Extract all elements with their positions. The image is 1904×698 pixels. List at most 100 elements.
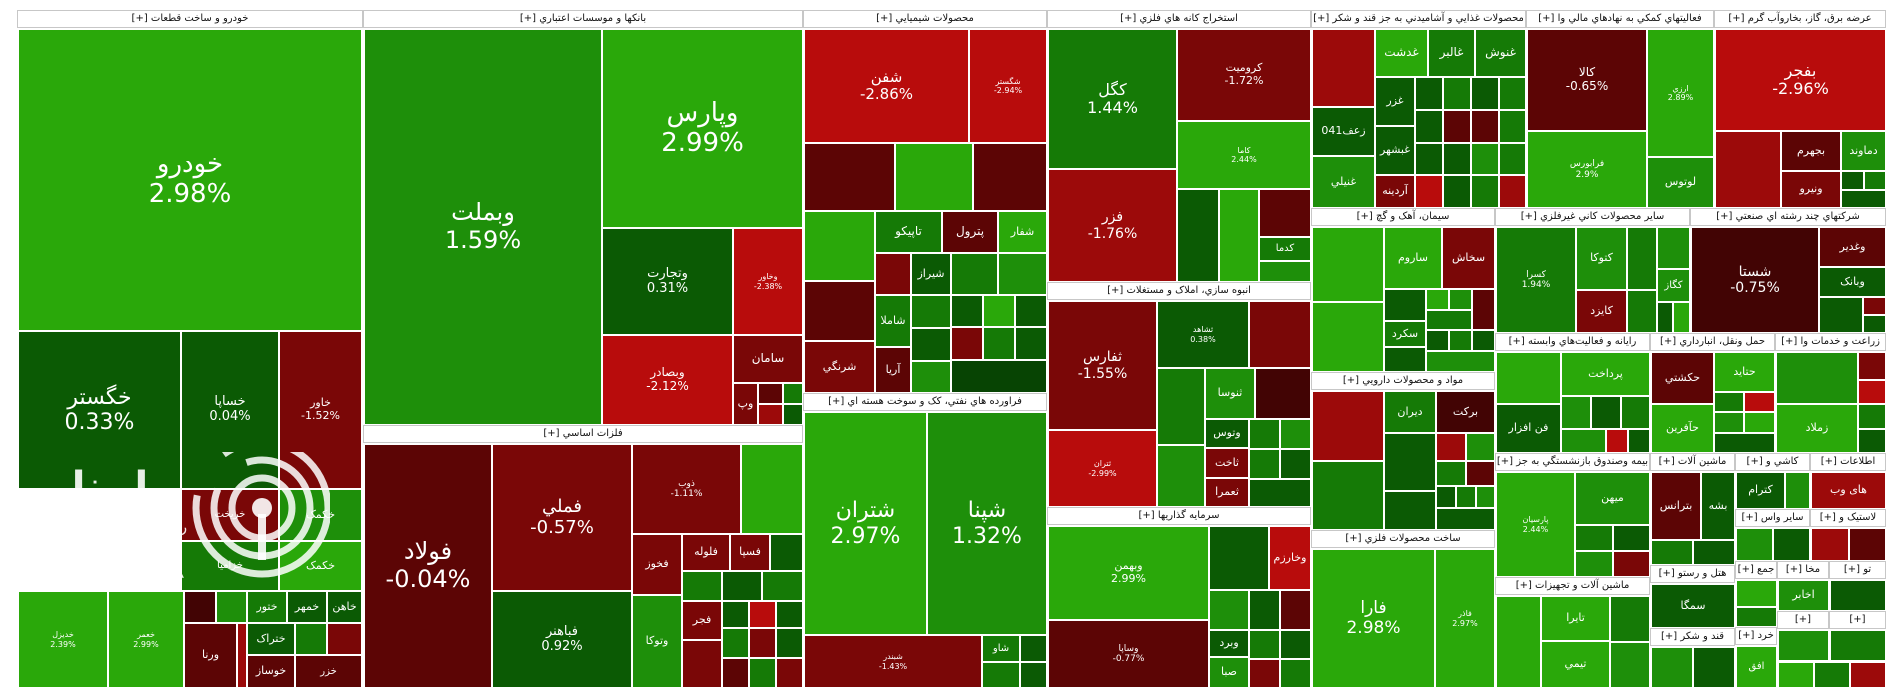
tile-ktoka[interactable]: کتوکا bbox=[1576, 227, 1627, 290]
tile-sarum[interactable]: ساروم bbox=[1384, 227, 1442, 289]
tile-chem-k[interactable] bbox=[911, 361, 951, 393]
tile-khmehvar[interactable]: خمهر bbox=[287, 591, 327, 623]
tile-tr-b[interactable] bbox=[1744, 392, 1775, 412]
sector-header[interactable]: هتل و رستو [+] bbox=[1650, 565, 1735, 583]
tile-ore-c[interactable] bbox=[1259, 189, 1311, 237]
sector-header[interactable]: ساير محصولات کاني غيرفلزي [+] bbox=[1495, 208, 1690, 226]
tile-me-c[interactable] bbox=[1610, 642, 1650, 688]
tile-kromit[interactable]: کروميت -1.72% bbox=[1177, 29, 1311, 121]
tile-m1-a[interactable] bbox=[1778, 630, 1829, 661]
tile-nm-a[interactable] bbox=[1627, 227, 1657, 290]
sector-header[interactable]: سيمان، آهک و گچ [+] bbox=[1311, 208, 1495, 226]
tile-util-c[interactable] bbox=[1864, 171, 1886, 190]
sector-header[interactable]: تو [+] bbox=[1829, 561, 1886, 579]
sector-header[interactable]: کاشي و [+] bbox=[1735, 453, 1810, 471]
tile-keram[interactable]: کترام bbox=[1736, 472, 1785, 509]
tile-khosaz[interactable]: خوساز bbox=[247, 655, 295, 688]
tile-util-b[interactable] bbox=[1841, 171, 1864, 190]
tile-tapiko[interactable]: تاپيکو bbox=[875, 211, 942, 253]
tile-bank-small-1[interactable] bbox=[758, 383, 783, 404]
tile-vapars[interactable]: وپارس 2.99% bbox=[602, 29, 803, 228]
tile-skord[interactable]: سکرد bbox=[1384, 321, 1426, 347]
tile-chem-c[interactable] bbox=[973, 143, 1047, 211]
tile-afgh[interactable]: افق bbox=[1736, 646, 1777, 688]
tile-multi-b[interactable] bbox=[1863, 297, 1886, 315]
sector-header[interactable]: فراورده هاي نفتي، کک و سوخت هسته اي [+] bbox=[803, 393, 1047, 411]
tile-vatos[interactable]: وتوس bbox=[1205, 419, 1249, 448]
tile-shpana[interactable]: شپنا 1.32% bbox=[927, 412, 1047, 635]
tile-comp-g[interactable] bbox=[1628, 429, 1650, 453]
sector-header[interactable]: فلزات اساسي [+] bbox=[363, 425, 803, 443]
tile-vaghadir[interactable]: وغدير bbox=[1819, 227, 1886, 267]
tile-diran[interactable]: ديران bbox=[1384, 391, 1436, 433]
tile-ins-d[interactable] bbox=[1613, 551, 1650, 577]
tile-vapst[interactable]: وپ bbox=[733, 383, 758, 425]
tile-comp-a[interactable] bbox=[1496, 352, 1561, 404]
tile-ag-e[interactable] bbox=[1858, 429, 1886, 453]
tile-comp-b[interactable] bbox=[1561, 396, 1591, 429]
tile-food-s12[interactable] bbox=[1499, 143, 1526, 175]
tile-petrol[interactable]: پترول bbox=[942, 211, 998, 253]
sector-header[interactable]: خرد [+] bbox=[1735, 627, 1777, 645]
sector-header[interactable]: مواد و محصولات دارويي [+] bbox=[1311, 372, 1495, 390]
tile-inv-a[interactable] bbox=[1209, 526, 1269, 590]
tile-keglaz[interactable]: کگاز bbox=[1657, 269, 1690, 302]
tile-food-s4[interactable] bbox=[1499, 77, 1526, 110]
tile-shamla[interactable]: شاملا bbox=[875, 295, 911, 347]
tile-ghzar[interactable]: غزر bbox=[1375, 77, 1415, 126]
tile-tel-a[interactable] bbox=[1830, 580, 1886, 611]
tile-nm-e[interactable] bbox=[1673, 302, 1690, 333]
tile-ph-f[interactable] bbox=[1466, 433, 1495, 461]
tile-arzi[interactable]: ارزي 2.89% bbox=[1647, 29, 1714, 157]
tile-ph-k[interactable] bbox=[1476, 486, 1495, 508]
tile-cem-b[interactable] bbox=[1312, 302, 1384, 372]
tile-ghalber[interactable]: غالبر bbox=[1428, 29, 1475, 77]
sector-header[interactable]: رايانه و فعاليت‌هاي وابسته [+] bbox=[1495, 333, 1650, 351]
tile-bank-small-3[interactable] bbox=[758, 404, 783, 425]
tile-m2-a[interactable] bbox=[1830, 630, 1886, 661]
tile-khkd-a[interactable]: خدیزل 2.39% bbox=[18, 591, 108, 688]
tile-ghnili[interactable]: غنيلي bbox=[1312, 156, 1375, 208]
tile-food-s15[interactable] bbox=[1471, 175, 1499, 208]
tile-sg-b[interactable] bbox=[1693, 647, 1735, 688]
tile-build-h[interactable] bbox=[1280, 449, 1311, 479]
tile-ph-d[interactable] bbox=[1384, 491, 1436, 530]
tile-faraboors[interactable]: فرابورس 2.9% bbox=[1527, 131, 1647, 208]
tile-hatid[interactable]: حتايد bbox=[1714, 352, 1775, 392]
tile-skhash[interactable]: سخاش bbox=[1442, 227, 1495, 289]
tile-build-c[interactable] bbox=[1255, 368, 1311, 419]
tile-ore-b[interactable] bbox=[1219, 189, 1259, 282]
tile-vakharazm[interactable]: وخارزم bbox=[1269, 526, 1311, 590]
tile-bm-a[interactable] bbox=[741, 444, 803, 534]
sector-header[interactable]: جمع [+] bbox=[1735, 561, 1777, 579]
sector-header[interactable]: سرمايه گذاريها [+] bbox=[1047, 507, 1311, 525]
sector-header[interactable]: اطلاعات [+] bbox=[1810, 453, 1886, 471]
tile-inv-d[interactable] bbox=[1280, 590, 1311, 630]
tile-fabahonar[interactable]: فباهنر 0.92% bbox=[492, 591, 632, 688]
tile-util-d[interactable] bbox=[1841, 190, 1886, 208]
tile-lotus[interactable]: لوتوس bbox=[1647, 157, 1714, 208]
tile-nm-c[interactable] bbox=[1627, 290, 1657, 333]
sector-header[interactable]: [+] bbox=[1777, 611, 1829, 629]
tile-cem-h[interactable] bbox=[1426, 310, 1472, 330]
tile-ph-g[interactable] bbox=[1436, 461, 1466, 486]
tile-vakhavar[interactable]: وخاور -2.38% bbox=[733, 228, 803, 335]
sector-header[interactable]: ماشين آلات [+] bbox=[1650, 453, 1735, 471]
tile-bm-c[interactable] bbox=[682, 571, 722, 601]
tile-khodro[interactable]: خودرو 2.98% bbox=[18, 29, 362, 331]
tile-vabank[interactable]: وبانک bbox=[1819, 267, 1886, 297]
tile-khtrak[interactable]: ختراک bbox=[247, 623, 295, 655]
tile-multi-a[interactable] bbox=[1819, 297, 1863, 333]
tile-bahrem[interactable]: بجهرم bbox=[1781, 131, 1841, 171]
tile-chem-i[interactable] bbox=[911, 295, 951, 328]
tile-ph-a[interactable] bbox=[1312, 391, 1384, 461]
tile-chem-l[interactable] bbox=[951, 295, 983, 327]
tile-m3-b[interactable] bbox=[1814, 662, 1850, 688]
tile-khzar[interactable]: خزر bbox=[295, 655, 362, 688]
tile-chem-g[interactable] bbox=[951, 253, 998, 295]
tile-food-s3[interactable] bbox=[1471, 77, 1499, 110]
tile-kala[interactable]: کالا -0.65% bbox=[1527, 29, 1647, 131]
tile-food-s8[interactable] bbox=[1499, 110, 1526, 143]
tile-thamra[interactable]: ثعمرا bbox=[1205, 478, 1249, 507]
tile-vabahman[interactable]: وبهمن 2.99% bbox=[1048, 526, 1209, 620]
